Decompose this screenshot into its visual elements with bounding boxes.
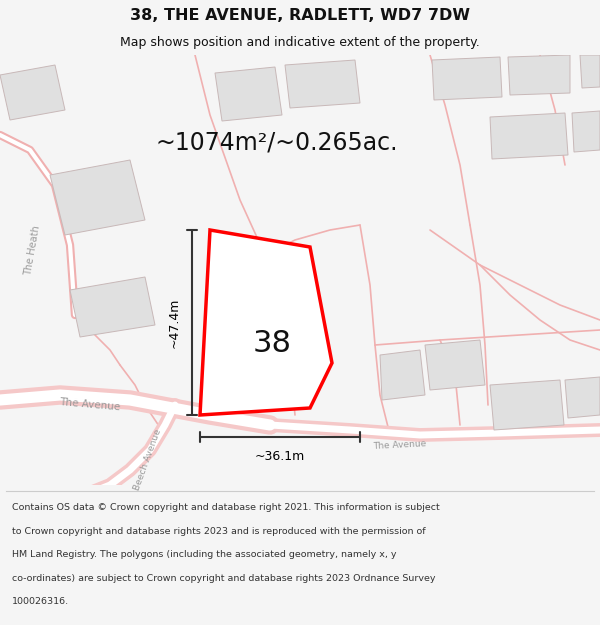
Polygon shape [70,277,155,337]
Polygon shape [565,377,600,418]
Text: Beech Avenue: Beech Avenue [133,428,163,492]
Polygon shape [490,113,568,159]
Text: to Crown copyright and database rights 2023 and is reproduced with the permissio: to Crown copyright and database rights 2… [12,527,425,536]
Text: ~36.1m: ~36.1m [255,451,305,464]
Text: 38: 38 [253,329,292,357]
Polygon shape [215,67,282,121]
Polygon shape [380,350,425,400]
Text: ~1074m²/~0.265ac.: ~1074m²/~0.265ac. [155,131,398,155]
Text: co-ordinates) are subject to Crown copyright and database rights 2023 Ordnance S: co-ordinates) are subject to Crown copyr… [12,574,436,582]
Polygon shape [508,55,570,95]
Polygon shape [432,57,502,100]
Text: The Heath: The Heath [23,224,41,276]
Polygon shape [0,65,65,120]
Text: The Avenue: The Avenue [373,439,427,451]
Text: 38, THE AVENUE, RADLETT, WD7 7DW: 38, THE AVENUE, RADLETT, WD7 7DW [130,8,470,23]
Text: 100026316.: 100026316. [12,598,69,606]
Text: ~47.4m: ~47.4m [167,298,181,348]
Text: HM Land Registry. The polygons (including the associated geometry, namely x, y: HM Land Registry. The polygons (includin… [12,550,397,559]
Polygon shape [425,340,485,390]
Text: The Avenue: The Avenue [59,398,121,412]
Polygon shape [580,55,600,88]
Polygon shape [220,290,310,363]
Polygon shape [50,160,145,235]
Polygon shape [200,230,332,415]
Polygon shape [490,380,564,430]
Polygon shape [572,111,600,152]
Polygon shape [285,60,360,108]
Text: Contains OS data © Crown copyright and database right 2021. This information is : Contains OS data © Crown copyright and d… [12,503,440,512]
Text: Map shows position and indicative extent of the property.: Map shows position and indicative extent… [120,36,480,49]
